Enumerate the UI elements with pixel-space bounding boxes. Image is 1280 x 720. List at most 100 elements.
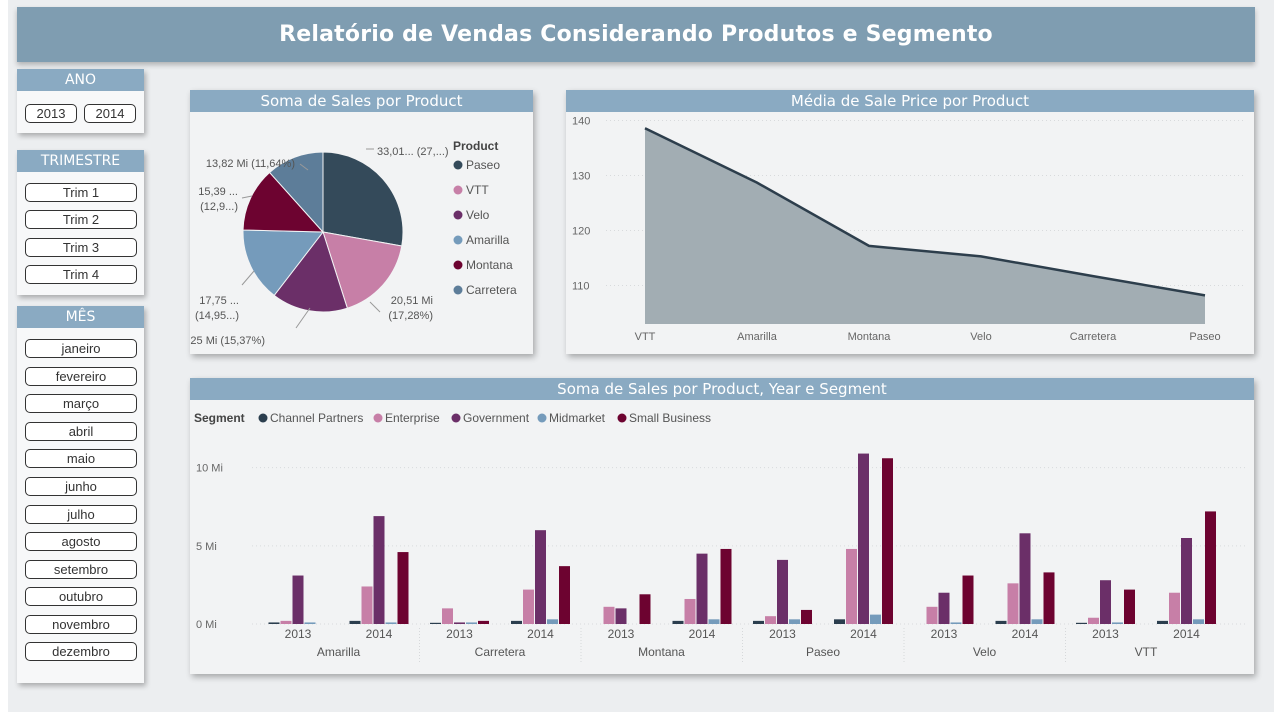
slicer-mes-marco[interactable]: março	[25, 394, 137, 413]
slicer-trim-2[interactable]: Trim 2	[25, 210, 137, 229]
area-y-tick-label: 140	[572, 116, 590, 128]
pie-slice-velo	[273, 230, 348, 313]
slicer-trim-4[interactable]: Trim 4	[25, 265, 137, 284]
bar-legend-marker-enterprise	[373, 413, 383, 423]
bar-paseo-2013-government	[777, 559, 788, 624]
slicer-mes-agosto[interactable]: agosto	[25, 532, 137, 551]
bar-carretera-2013-midmarket	[466, 622, 477, 624]
bar-amarilla-2014-enterprise	[361, 586, 373, 624]
pie-data-label-vtt: (17,28%)	[388, 310, 433, 322]
bar-velo-2013-small-business	[962, 575, 974, 624]
bar-legend-label-midmarket: Midmarket	[549, 411, 606, 425]
bar-chart-card: Soma de Sales por Product, Year e Segmen…	[190, 378, 1254, 674]
pie-leader-line-montana	[241, 195, 253, 199]
bar-x-year-label-paseo-2014: 2014	[850, 627, 877, 641]
bar-carretera-2014-enterprise	[523, 589, 534, 624]
bar-vtt-2013-small-business	[1124, 589, 1135, 624]
slicer-trim-1[interactable]: Trim 1	[25, 183, 137, 202]
bar-velo-2014-enterprise	[1007, 583, 1019, 624]
slicer-mes-janeiro[interactable]: janeiro	[25, 339, 137, 358]
bar-paseo-2014-channel-partners	[834, 619, 845, 624]
slicer-trimestre-title: TRIMESTRE	[17, 150, 144, 172]
pie-legend-label-montana: Montana	[466, 258, 513, 272]
bar-carretera-2014-government	[535, 530, 546, 624]
area-x-tick-label-paseo: Paseo	[1189, 331, 1220, 343]
slicer-ano-title: ANO	[17, 69, 144, 91]
bar-legend-marker-small-business	[617, 413, 627, 423]
bar-vtt-2014-enterprise	[1169, 592, 1180, 624]
bar-y-tick-label: 5 Mi	[196, 541, 217, 553]
bar-paseo-2013-enterprise	[765, 616, 776, 624]
pie-data-label-amarilla: 17,75 ...	[199, 295, 239, 307]
area-y-tick-label: 130	[572, 171, 590, 183]
bar-amarilla-2014-government	[373, 516, 385, 624]
pie-legend-label-carretera: Carretera	[466, 283, 517, 297]
bar-x-group-label-paseo: Paseo	[806, 645, 840, 659]
slicer-mes-maio[interactable]: maio	[25, 449, 137, 468]
pie-chart-card: Soma de Sales por Product 33,01... (27,.…	[190, 90, 533, 354]
report-title-bar: Relatório de Vendas Considerando Produto…	[17, 7, 1255, 62]
bar-x-year-label-velo-2013: 2013	[931, 627, 958, 641]
area-chart-card: Média de Sale Price por Product 110 120 13…	[566, 90, 1254, 354]
area-fill	[645, 128, 1205, 324]
slicer-mes-setembro[interactable]: setembro	[25, 560, 137, 579]
bar-x-year-label-velo-2014: 2014	[1012, 627, 1039, 641]
area-x-tick-label-velo: Velo	[970, 331, 991, 343]
bar-vtt-2013-enterprise	[1088, 617, 1099, 624]
bar-x-year-label-vtt-2013: 2013	[1092, 627, 1119, 641]
bar-paseo-2013-midmarket	[789, 619, 800, 624]
bar-legend-label-channel-partners: Channel Partners	[270, 411, 363, 425]
slicer-trim-3[interactable]: Trim 3	[25, 238, 137, 257]
bar-amarilla-2014-midmarket	[385, 622, 397, 624]
slicer-mes-julho[interactable]: julho	[25, 505, 137, 524]
bar-amarilla-2013-government	[292, 575, 304, 624]
slicer-mes-abril[interactable]: abril	[25, 422, 137, 441]
bar-velo-2014-midmarket	[1031, 619, 1043, 624]
bar-carretera-2013-enterprise	[442, 608, 453, 624]
report-title: Relatório de Vendas Considerando Produto…	[279, 22, 993, 47]
area-chart-title: Média de Sale Price por Product	[566, 90, 1254, 112]
area-y-tick-label: 120	[572, 226, 590, 238]
pie-legend-marker-velo	[453, 210, 463, 220]
slicer-ano-option-2013[interactable]: 2013	[25, 104, 77, 123]
bar-velo-2013-enterprise	[926, 606, 938, 624]
bar-carretera-2013-small-business	[478, 620, 489, 624]
slicer-mes-title: MÊS	[17, 306, 144, 328]
pie-data-label-montana: (12,9...)	[200, 201, 238, 213]
slicer-mes: MÊS janeiro fevereiro março abril maio j…	[17, 306, 144, 683]
pie-leader-line-vtt	[369, 301, 381, 313]
slicer-mes-fevereiro[interactable]: fevereiro	[25, 367, 137, 386]
bar-legend-label-government: Government	[463, 411, 530, 425]
bar-montana-2014-government	[696, 553, 708, 624]
bar-vtt-2013-midmarket	[1112, 622, 1123, 624]
slicer-ano: ANO 2013 2014	[17, 69, 144, 133]
area-line	[644, 127, 1206, 297]
pie-legend-marker-paseo	[453, 160, 463, 170]
pie-legend-marker-carretera	[453, 285, 463, 295]
bar-legend-label-small-business: Small Business	[629, 411, 711, 425]
pie-legend-marker-montana	[453, 260, 463, 270]
bar-x-group-label-montana: Montana	[638, 645, 685, 659]
bar-paseo-2014-government	[858, 453, 869, 624]
bar-x-group-label-vtt: VTT	[1135, 645, 1158, 659]
slicer-trimestre: TRIMESTRE Trim 1 Trim 2 Trim 3 Trim 4	[17, 150, 144, 295]
bar-x-group-label-velo: Velo	[973, 645, 997, 659]
bar-montana-2014-enterprise	[684, 598, 696, 624]
bar-x-year-label-carretera-2013: 2013	[446, 627, 473, 641]
bar-legend-marker-midmarket	[537, 413, 547, 423]
slicer-mes-outubro[interactable]: outubro	[25, 587, 137, 606]
bar-velo-2014-government	[1019, 533, 1031, 624]
slicer-ano-option-2014[interactable]: 2014	[84, 104, 136, 123]
slicer-mes-junho[interactable]: junho	[25, 477, 137, 496]
bar-paseo-2014-enterprise	[846, 548, 857, 624]
bar-montana-2014-channel-partners	[672, 620, 684, 624]
bar-legend-title: Segment	[194, 411, 245, 425]
pie-legend-marker-vtt	[453, 185, 463, 195]
slicer-mes-novembro[interactable]: novembro	[25, 615, 137, 634]
pie-legend-label-velo: Velo	[466, 208, 490, 222]
slicer-mes-dezembro[interactable]: dezembro	[25, 642, 137, 661]
pie-slice-vtt	[322, 231, 403, 309]
pie-chart-title: Soma de Sales por Product	[190, 90, 533, 112]
bar-carretera-2014-channel-partners	[511, 620, 522, 624]
pie-data-label-paseo: 33,01... (27,...)	[377, 146, 449, 158]
